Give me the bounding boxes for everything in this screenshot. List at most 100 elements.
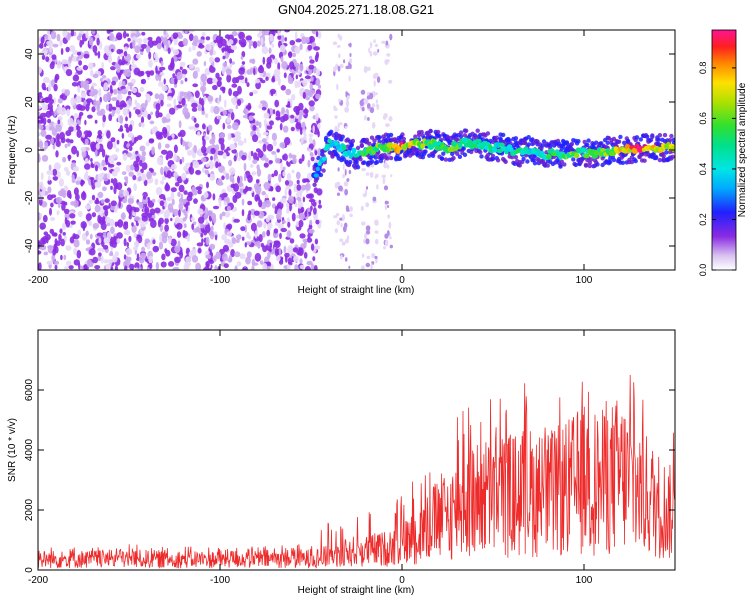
noise-speckle	[238, 31, 245, 40]
noise-speckle	[250, 222, 257, 232]
noise-speckle	[255, 78, 260, 84]
ridge-halo	[522, 140, 528, 145]
noise-speckle	[200, 232, 204, 238]
noise-speckle	[128, 214, 132, 220]
noise-streak	[369, 51, 373, 57]
noise-speckle	[207, 95, 214, 102]
noise-speckle	[127, 37, 131, 42]
ridge-halo	[583, 163, 589, 168]
noise-streak	[374, 72, 379, 77]
noise-speckle	[86, 98, 93, 103]
noise-speckle	[262, 263, 268, 270]
noise-speckle	[111, 170, 118, 177]
ridge-core	[321, 156, 328, 161]
noise-speckle	[145, 141, 150, 147]
noise-speckle	[161, 149, 168, 155]
noise-speckle	[241, 51, 246, 58]
noise-speckle	[167, 203, 174, 212]
noise-speckle	[178, 184, 185, 193]
noise-speckle	[124, 265, 128, 270]
noise-speckle	[310, 76, 314, 82]
noise-speckle	[261, 46, 269, 55]
noise-speckle	[274, 57, 278, 65]
ridge-halo	[400, 132, 405, 137]
noise-speckle	[135, 109, 141, 115]
noise-streak	[365, 238, 370, 245]
noise-speckle	[89, 248, 96, 256]
noise-speckle	[89, 233, 93, 240]
noise-streak	[385, 123, 390, 128]
noise-speckle	[316, 188, 323, 196]
noise-speckle	[114, 264, 118, 270]
noise-speckle	[117, 128, 124, 132]
noise-speckle	[48, 41, 54, 46]
noise-speckle	[315, 79, 320, 86]
noise-speckle	[150, 168, 155, 174]
noise-speckle	[269, 242, 272, 248]
noise-speckle	[263, 181, 271, 191]
noise-speckle	[218, 165, 226, 173]
colorbar: 0.0 0.2 0.4 0.6 0.8 Normalized spectral ampl…	[698, 29, 748, 276]
noise-speckle	[182, 229, 186, 239]
noise-speckle	[206, 181, 209, 189]
noise-speckle	[266, 125, 273, 130]
noise-speckle	[157, 112, 163, 118]
noise-speckle	[275, 116, 281, 121]
noise-speckle	[283, 72, 287, 79]
noise-speckle	[197, 248, 202, 254]
noise-speckle	[73, 247, 77, 255]
noise-speckle	[224, 99, 227, 108]
noise-speckle	[200, 157, 207, 163]
noise-speckle	[226, 223, 233, 230]
noise-speckle	[291, 94, 296, 101]
noise-speckle	[38, 66, 42, 74]
noise-speckle	[229, 167, 236, 176]
noise-speckle	[112, 106, 117, 111]
noise-speckle	[270, 88, 276, 95]
ridge-halo	[485, 131, 491, 136]
noise-speckle	[267, 214, 275, 220]
noise-speckle	[118, 199, 121, 209]
noise-speckle	[308, 137, 313, 144]
noise-speckle	[139, 86, 145, 93]
ridge-halo	[475, 128, 480, 133]
noise-speckle	[73, 239, 80, 248]
noise-speckle	[41, 154, 49, 162]
noise-speckle	[159, 66, 166, 71]
noise-speckle	[97, 191, 104, 199]
noise-speckle	[307, 207, 311, 213]
noise-speckle	[66, 190, 72, 198]
noise-speckle	[94, 265, 101, 270]
noise-speckle	[165, 182, 169, 191]
noise-speckle	[259, 30, 262, 36]
noise-speckle	[110, 200, 117, 207]
noise-speckle	[85, 170, 89, 177]
snr-marks	[38, 374, 675, 569]
noise-speckle	[294, 62, 300, 68]
noise-speckle	[124, 46, 128, 51]
ridge-core	[371, 149, 376, 155]
noise-speckle	[95, 100, 101, 107]
noise-speckle	[272, 140, 278, 147]
noise-speckle	[136, 155, 140, 163]
noise-speckle	[203, 95, 207, 102]
noise-speckle	[141, 31, 146, 36]
noise-speckle	[159, 200, 165, 207]
ridge-halo	[441, 151, 446, 156]
noise-speckle	[287, 101, 291, 108]
noise-speckle	[221, 211, 226, 217]
noise-speckle	[125, 116, 128, 122]
noise-speckle	[180, 80, 184, 85]
noise-speckle	[60, 238, 65, 247]
noise-speckle	[91, 212, 97, 218]
noise-speckle	[295, 38, 302, 43]
noise-speckle	[290, 126, 295, 132]
noise-speckle	[256, 164, 260, 170]
snr-series-line	[38, 374, 675, 569]
noise-speckle	[149, 70, 155, 76]
noise-streak	[389, 33, 393, 41]
noise-speckle	[306, 260, 313, 266]
noise-speckle	[76, 51, 82, 56]
noise-speckle	[269, 120, 274, 126]
noise-speckle	[76, 129, 82, 138]
